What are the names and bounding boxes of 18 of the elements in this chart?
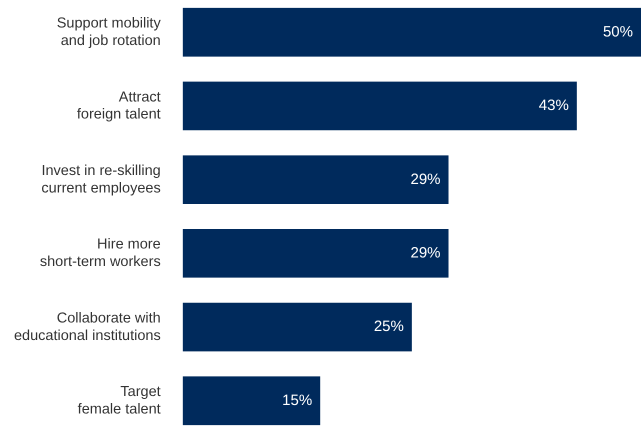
- y-tick-label: Attract foreign talent: [76, 89, 161, 123]
- data-label: 43%: [538, 97, 569, 114]
- data-label: 50%: [602, 23, 633, 40]
- data-label: 25%: [374, 318, 404, 336]
- bar: [182, 376, 320, 426]
- y-tick-label: Collaborate with educational institutions: [14, 310, 161, 344]
- y-tick-label: Target female talent: [78, 384, 161, 418]
- bar: [182, 302, 412, 352]
- bar: [182, 82, 577, 130]
- data-label: 29%: [410, 244, 441, 262]
- y-tick-label: Hire more short-term workers: [40, 236, 161, 270]
- data-label: 15%: [282, 392, 312, 409]
- bar: [182, 229, 449, 278]
- y-tick-label: Support mobility and job rotation: [56, 16, 162, 49]
- bar: [182, 155, 449, 204]
- bar: [182, 8, 641, 57]
- y-tick-label: Invest in re-skilling current employees: [41, 162, 161, 196]
- data-label: 29%: [410, 170, 441, 188]
